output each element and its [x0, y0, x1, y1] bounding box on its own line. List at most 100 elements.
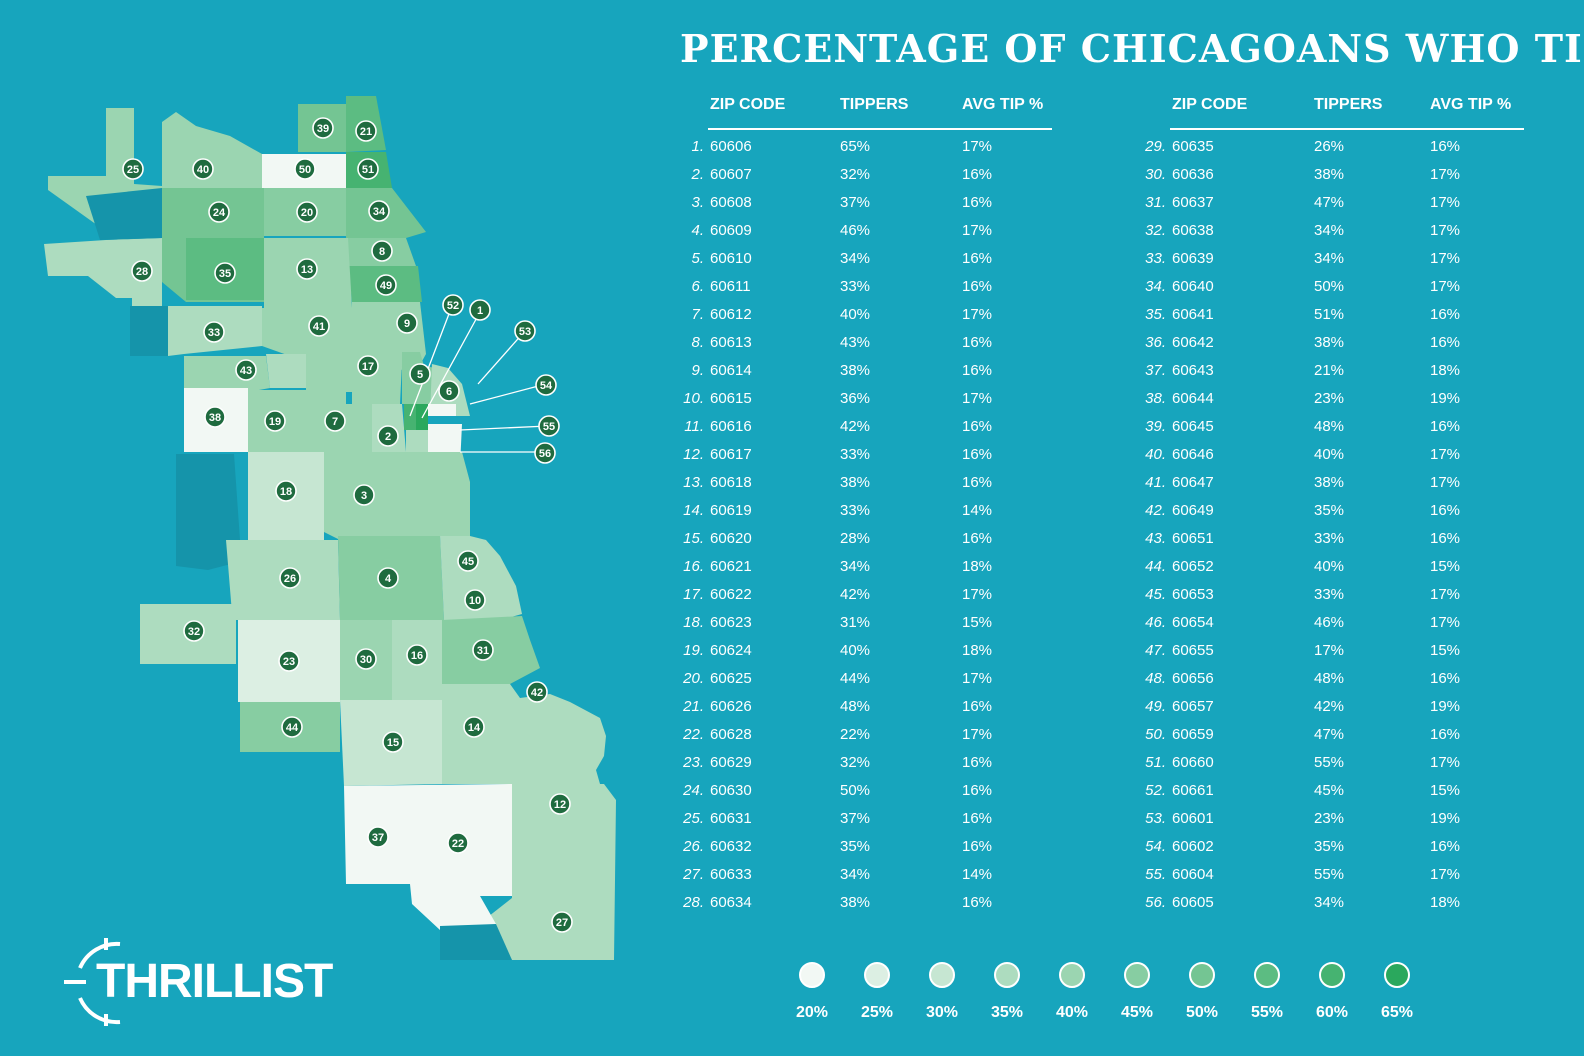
zip-cell: 60660 — [1172, 754, 1214, 771]
tippers-cell: 50% — [1314, 278, 1345, 295]
avg-tip-cell: 16% — [962, 474, 993, 491]
zip-cell: 60649 — [1172, 502, 1214, 519]
svg-text:37: 37 — [372, 832, 384, 844]
tippers-cell: 46% — [840, 222, 871, 239]
zip-cell: 60641 — [1172, 306, 1214, 323]
zip-region — [406, 452, 470, 536]
rank-cell: 2. — [691, 166, 704, 183]
zip-marker-7: 7 — [324, 410, 346, 432]
zip-cell: 60606 — [710, 138, 752, 155]
zip-marker-2: 2 — [377, 425, 399, 447]
zip-cell: 60604 — [1172, 866, 1214, 883]
rank-cell: 33. — [1145, 250, 1166, 267]
rank-cell: 25. — [683, 810, 704, 827]
legend-item: 60% — [1310, 962, 1354, 1022]
brand-name: THRILLIST — [96, 955, 333, 1008]
tippers-cell: 21% — [1314, 362, 1345, 379]
tippers-cell: 40% — [1314, 558, 1345, 575]
avg-tip-cell: 16% — [1430, 530, 1461, 547]
table-row: 41. 60647 38% 17% — [1130, 466, 1524, 494]
table-row: 35. 60641 51% 16% — [1130, 298, 1524, 326]
zip-cell: 60652 — [1172, 558, 1214, 575]
avg-tip-cell: 17% — [1430, 754, 1461, 771]
legend-swatch — [1384, 962, 1410, 988]
table-row: 31. 60637 47% 17% — [1130, 186, 1524, 214]
zip-region — [44, 238, 162, 306]
tippers-cell: 33% — [840, 502, 871, 519]
rank-cell: 1. — [691, 138, 704, 155]
zip-marker-23: 23 — [278, 650, 300, 672]
zip-marker-33: 33 — [203, 321, 225, 343]
table-row: 55. 60604 55% 17% — [1130, 858, 1524, 886]
avg-tip-cell: 16% — [1430, 306, 1461, 323]
svg-text:49: 49 — [380, 280, 392, 292]
svg-text:40: 40 — [197, 164, 209, 176]
avg-tip-cell: 17% — [1430, 278, 1461, 295]
zip-cell: 60647 — [1172, 474, 1214, 491]
rank-cell: 5. — [691, 250, 704, 267]
zip-marker-1: 1 — [469, 299, 491, 321]
table-row: 44. 60652 40% 15% — [1130, 550, 1524, 578]
zip-cell: 60623 — [710, 614, 752, 631]
zip-marker-24: 24 — [208, 201, 230, 223]
legend-swatch — [1059, 962, 1085, 988]
avg-tip-cell: 18% — [1430, 362, 1461, 379]
zip-cell: 60616 — [710, 418, 752, 435]
tippers-cell: 43% — [840, 334, 871, 351]
tippers-cell: 34% — [840, 866, 871, 883]
zip-marker-41: 41 — [308, 315, 330, 337]
avg-tip-cell: 16% — [1430, 138, 1461, 155]
zip-marker-8: 8 — [371, 240, 393, 262]
zip-marker-26: 26 — [279, 567, 301, 589]
table-row: 47. 60655 17% 15% — [1130, 634, 1524, 662]
table-row: 18. 60623 31% 15% — [668, 606, 1052, 634]
avg-tip-cell: 16% — [962, 362, 993, 379]
tippers-cell: 40% — [840, 642, 871, 659]
legend-label: 50% — [1185, 1004, 1219, 1021]
zip-cell: 60609 — [710, 222, 752, 239]
legend-swatch — [929, 962, 955, 988]
rank-cell: 45. — [1145, 586, 1166, 603]
rank-cell: 56. — [1145, 894, 1166, 911]
zip-region — [248, 390, 346, 452]
zip-region — [442, 684, 606, 784]
table-row: 34. 60640 50% 17% — [1130, 270, 1524, 298]
zip-cell: 60624 — [710, 642, 752, 659]
zip-cell: 60632 — [710, 838, 752, 855]
col-zip-header: ZIP CODE — [1172, 96, 1248, 113]
zip-cell: 60643 — [1172, 362, 1214, 379]
rank-cell: 13. — [683, 474, 704, 491]
svg-text:32: 32 — [188, 626, 200, 638]
zip-regions — [44, 96, 616, 960]
tippers-cell: 40% — [1314, 446, 1345, 463]
tippers-cell: 23% — [1314, 810, 1345, 827]
zip-cell: 60615 — [710, 390, 752, 407]
rank-cell: 10. — [683, 390, 704, 407]
rank-cell: 23. — [683, 754, 704, 771]
zip-markers: 1234567891012131415161718192021222324252… — [122, 117, 573, 933]
svg-text:22: 22 — [452, 838, 464, 850]
tippers-cell: 33% — [840, 278, 871, 295]
rank-cell: 41. — [1145, 474, 1166, 491]
table-row: 16. 60621 34% 18% — [668, 550, 1052, 578]
svg-text:41: 41 — [313, 321, 325, 333]
table-header: ZIP CODE TIPPERS AVG TIP % — [708, 92, 1052, 130]
zip-marker-38: 38 — [204, 406, 226, 428]
avg-tip-cell: 14% — [962, 502, 993, 519]
zip-cell: 60656 — [1172, 670, 1214, 687]
legend-label: 30% — [925, 1004, 959, 1021]
tippers-cell: 45% — [1314, 782, 1345, 799]
svg-text:34: 34 — [373, 206, 386, 218]
table-row: 43. 60651 33% 16% — [1130, 522, 1524, 550]
table-row: 10. 60615 36% 17% — [668, 382, 1052, 410]
rank-cell: 4. — [691, 222, 704, 239]
zip-cell: 60631 — [710, 810, 752, 827]
tippers-cell: 37% — [840, 194, 871, 211]
rank-cell: 28. — [683, 894, 704, 911]
table-row: 26. 60632 35% 16% — [668, 830, 1052, 858]
zip-marker-42: 42 — [526, 681, 548, 703]
zip-region — [184, 356, 270, 392]
legend-item: 20% — [790, 962, 834, 1022]
avg-tip-cell: 17% — [962, 138, 993, 155]
zip-cell: 60614 — [710, 362, 752, 379]
